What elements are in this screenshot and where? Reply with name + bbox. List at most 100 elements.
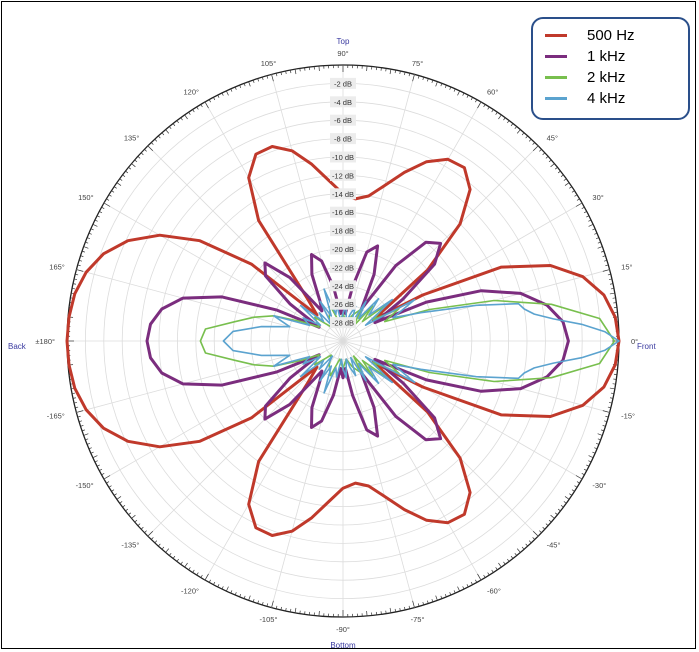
ring-tick: [96, 215, 100, 218]
ring-tick: [119, 501, 123, 504]
ring-tick: [85, 241, 89, 244]
angle-tick-label: 45°: [547, 133, 558, 142]
ring-tick: [609, 283, 614, 285]
radial-tick-label: -26 dB: [332, 300, 354, 309]
ring-tick: [601, 429, 605, 432]
ring-tick: [571, 489, 575, 492]
legend-label: 500 Hz: [587, 27, 635, 44]
angle-tick-label: -75°: [411, 615, 425, 624]
ring-tick: [475, 99, 478, 103]
polar-grid: [66, 64, 620, 618]
ring-tick: [576, 198, 580, 201]
ring-tick: [498, 114, 502, 120]
ring-tick: [491, 109, 494, 113]
legend-label: 1 kHz: [587, 48, 626, 65]
ring-tick: [257, 600, 259, 604]
ring-tick: [158, 543, 161, 547]
ring-tick: [462, 586, 465, 590]
radial-tick-bg: [330, 96, 356, 108]
ring-tick: [151, 537, 154, 540]
ring-tick: [122, 505, 126, 508]
ring-tick: [487, 106, 490, 110]
chart-legend: 500 Hz 1 kHz 2 kHz 4 kHz: [531, 17, 690, 120]
ring-tick: [73, 278, 78, 280]
ring-tick: [275, 73, 278, 77]
radial-tick-label: -12 dB: [332, 171, 354, 180]
ring-tick: [477, 573, 482, 581]
radial-tick-bg: [330, 261, 356, 273]
ring-tick: [399, 70, 401, 75]
angle-tick-label: -135°: [121, 541, 139, 550]
ring-tick: [294, 69, 297, 75]
angle-tick-label: 75°: [412, 59, 423, 68]
ring-tick: [609, 292, 615, 295]
ring-tick: [113, 186, 117, 189]
ring-tick: [131, 514, 136, 519]
ring-tick: [116, 496, 122, 500]
ring-tick: [196, 106, 199, 110]
ring-tick: [575, 475, 583, 480]
ring-tick: [440, 595, 443, 599]
angle-tick-label: 30°: [592, 193, 603, 202]
ring-tick: [111, 190, 115, 193]
ring-tick: [165, 548, 170, 553]
ring-tick: [510, 123, 514, 127]
ring-tick: [147, 530, 154, 537]
ring-tick: [444, 84, 447, 89]
ring-tick: [594, 232, 598, 235]
ring-tick: [595, 442, 600, 445]
direction-label-front: Front: [637, 342, 656, 351]
ring-tick: [550, 514, 555, 519]
ring-tick: [576, 481, 580, 484]
ring-tick: [154, 540, 158, 544]
ring-tick: [226, 90, 229, 96]
ring-tick: [234, 592, 237, 596]
angle-tick-label: 60°: [487, 88, 498, 97]
legend-label: 2 kHz: [587, 69, 626, 86]
ring-tick: [574, 485, 578, 488]
ring-tick: [607, 273, 611, 276]
ring-tick: [169, 552, 172, 556]
ring-tick: [597, 246, 603, 249]
ring-tick: [595, 237, 600, 240]
ring-tick: [208, 579, 211, 583]
ring-tick: [86, 237, 91, 240]
ring-tick: [106, 198, 110, 201]
angle-tick-label: 0°: [631, 337, 638, 346]
radial-tick-label: -4 dB: [334, 98, 352, 107]
ring-tick: [144, 149, 147, 152]
radial-tick-bg: [330, 298, 356, 310]
ring-tick: [122, 174, 126, 177]
ring-tick: [597, 433, 603, 436]
ring-tick: [475, 579, 478, 583]
ring-tick: [525, 135, 528, 139]
ring-tick: [560, 505, 564, 508]
radial-tick-label: -16 dB: [332, 208, 354, 217]
ring-tick: [151, 142, 154, 145]
ring-tick: [80, 425, 84, 427]
radial-tick-label: -20 dB: [332, 245, 354, 254]
ring-tick: [226, 586, 229, 592]
ring-tick: [188, 567, 191, 571]
radial-tick-label: -28 dB: [332, 319, 354, 328]
ring-tick: [257, 78, 259, 82]
angle-tick-label: 165°: [49, 262, 65, 271]
ring-tick: [81, 429, 85, 432]
ring-tick: [103, 475, 111, 480]
ring-tick: [389, 69, 392, 75]
ring-tick: [603, 259, 608, 262]
ring-tick: [431, 599, 434, 603]
angle-tick-label: -165°: [47, 412, 65, 421]
series-500-hz: [65, 145, 621, 537]
ring-tick: [503, 117, 506, 121]
ring-tick: [422, 76, 425, 81]
angle-tick-label: -150°: [76, 481, 94, 490]
ring-tick: [449, 592, 452, 596]
ring-tick: [394, 608, 397, 612]
ring-tick: [548, 519, 552, 523]
ring-tick: [101, 473, 105, 476]
ring-tick: [128, 167, 132, 170]
ring-tick: [457, 586, 460, 592]
ring-tick: [144, 530, 147, 533]
ring-tick: [528, 138, 532, 142]
